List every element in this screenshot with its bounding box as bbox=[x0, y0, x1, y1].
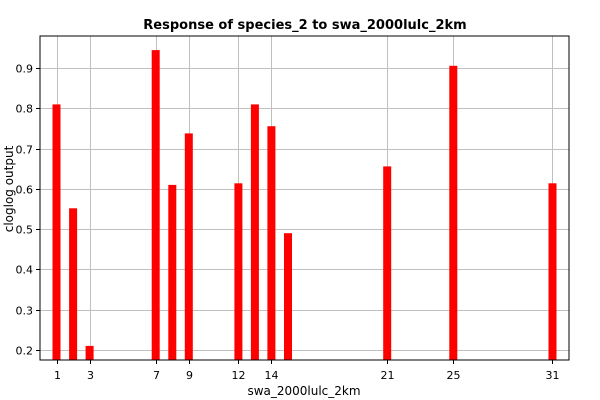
bar bbox=[168, 184, 177, 360]
bar bbox=[234, 183, 243, 360]
bar bbox=[284, 233, 292, 360]
bar bbox=[449, 65, 458, 361]
y-axis-label: cloglog output bbox=[2, 145, 16, 232]
bar bbox=[383, 166, 392, 360]
y-tick-label: 0.4 bbox=[16, 264, 34, 277]
x-tick-label: 25 bbox=[447, 369, 461, 382]
y-axis-ticks: 0.2 0.3 0.4 0.5 0.6 0.7 0.8 0.9 bbox=[16, 63, 40, 358]
y-tick-label: 0.9 bbox=[16, 63, 34, 76]
bar bbox=[69, 208, 78, 360]
x-axis-label: swa_2000lulc_2km bbox=[247, 384, 360, 398]
bar bbox=[151, 50, 160, 360]
chart-title: Response of species_2 to swa_2000lulc_2k… bbox=[143, 18, 466, 33]
bar bbox=[184, 133, 193, 360]
y-tick-label: 0.7 bbox=[16, 144, 34, 157]
y-tick-label: 0.2 bbox=[16, 345, 34, 358]
x-tick-label: 31 bbox=[546, 369, 560, 382]
x-tick-label: 7 bbox=[153, 369, 160, 382]
x-axis-ticks: 1 3 7 9 12 14 21 25 31 bbox=[54, 360, 560, 382]
bar bbox=[250, 104, 259, 361]
x-tick-label: 14 bbox=[265, 369, 279, 382]
x-tick-label: 9 bbox=[186, 369, 193, 382]
plot-frame bbox=[39, 35, 570, 361]
y-tick-label: 0.8 bbox=[16, 103, 34, 116]
bar bbox=[548, 183, 557, 360]
bars bbox=[52, 50, 557, 361]
y-tick-label: 0.5 bbox=[16, 224, 34, 237]
x-tick-label: 21 bbox=[381, 369, 395, 382]
x-tick-label: 12 bbox=[232, 369, 246, 382]
y-gridlines bbox=[40, 68, 569, 351]
bar bbox=[85, 345, 94, 360]
y-tick-label: 0.3 bbox=[16, 305, 34, 318]
bar bbox=[52, 104, 61, 361]
bar bbox=[267, 126, 276, 360]
x-tick-label: 3 bbox=[87, 369, 94, 382]
y-tick-label: 0.6 bbox=[16, 184, 34, 197]
x-tick-label: 1 bbox=[54, 369, 61, 382]
